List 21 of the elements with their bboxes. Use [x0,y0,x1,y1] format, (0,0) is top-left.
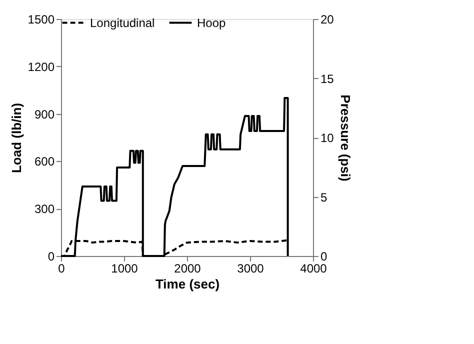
y-tick-label: 600 [34,154,55,169]
x-tick-label: 3000 [237,262,264,276]
y2-tick-label: 15 [320,72,334,86]
y-tick-label: 1500 [28,12,55,26]
legend-label: Longitudinal [90,16,155,30]
y2-tick-label: 20 [320,12,334,26]
y2-axis-title: Pressure (psi) [338,94,353,182]
x-axis-title: Time (sec) [155,276,220,292]
x-tick-label: 2000 [174,262,202,276]
y2-tick-label: 0 [320,250,328,264]
x-tick-label: 0 [58,262,66,276]
legend-label: Hoop [197,16,226,30]
y-tick-label: 900 [34,107,55,122]
y-tick-label: 300 [34,202,55,216]
y2-tick-label: 5 [320,190,328,204]
y-tick-label: 0 [48,250,55,264]
x-tick-label: 1000 [111,262,138,276]
y-tick-label: 1200 [28,60,55,74]
x-tick-label: 4000 [300,262,328,276]
y2-tick-label: 10 [320,131,334,145]
y-axis-title: Load (lb/in) [8,102,24,174]
